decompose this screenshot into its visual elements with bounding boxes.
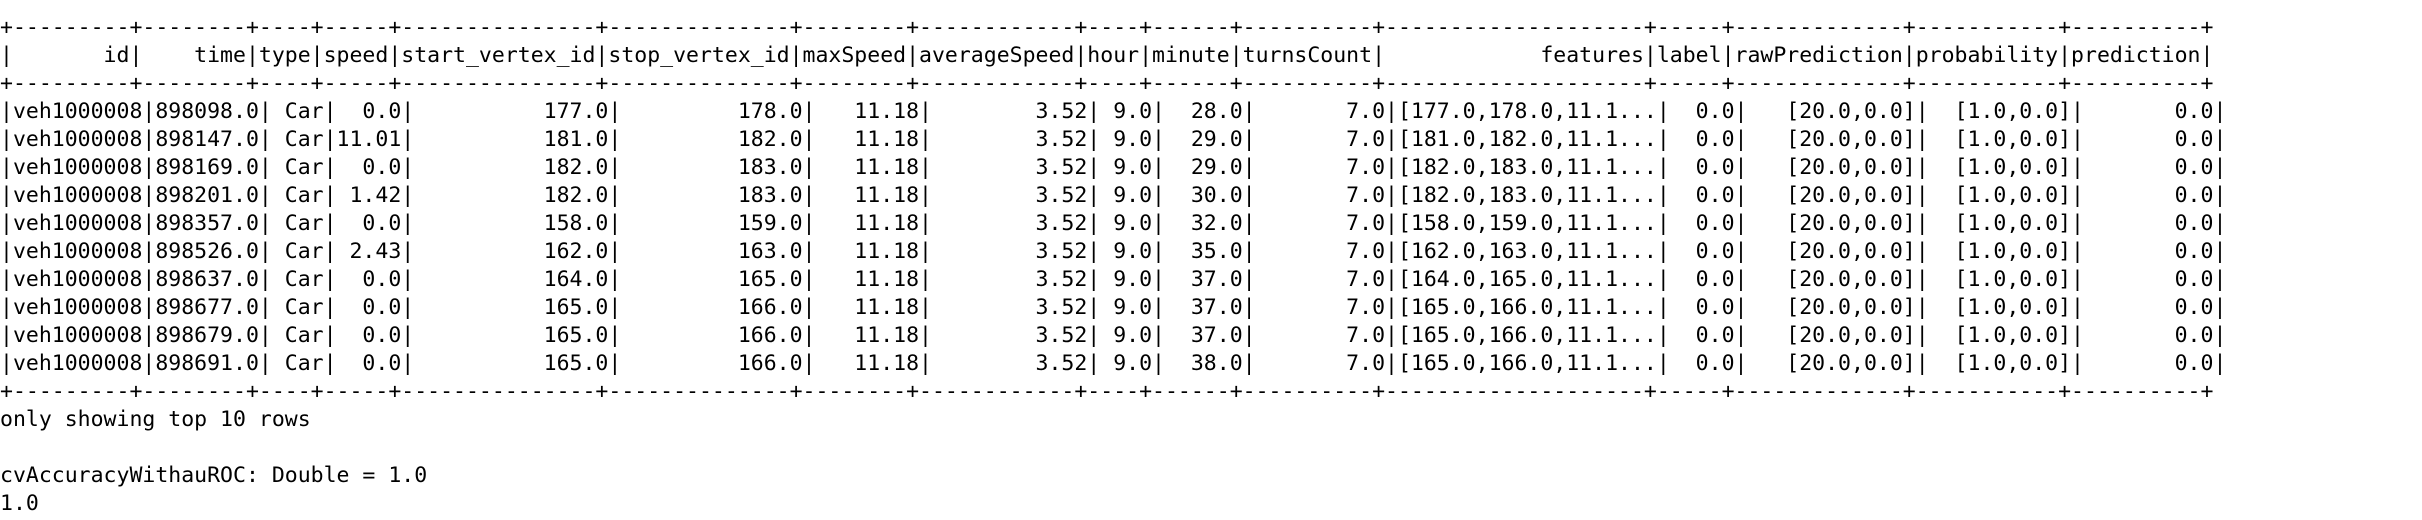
- console-output: +---------+--------+----+-----+---------…: [0, 14, 2226, 518]
- table-top-border: +---------+--------+----+-----+---------…: [0, 15, 2214, 40]
- table-bottom-border: +---------+--------+----+-----+---------…: [0, 379, 2214, 404]
- table-row: |veh1000008|898691.0| Car| 0.0| 165.0| 1…: [0, 351, 2227, 376]
- table-row: |veh1000008|898357.0| Car| 0.0| 158.0| 1…: [0, 211, 2227, 236]
- table-header-border: +---------+--------+----+-----+---------…: [0, 71, 2214, 96]
- table-row: |veh1000008|898637.0| Car| 0.0| 164.0| 1…: [0, 267, 2227, 292]
- table-row: |veh1000008|898679.0| Car| 0.0| 165.0| 1…: [0, 323, 2227, 348]
- table-row: |veh1000008|898098.0| Car| 0.0| 177.0| 1…: [0, 99, 2227, 124]
- blank-line: [0, 434, 2226, 462]
- table-row: |veh1000008|898147.0| Car|11.01| 181.0| …: [0, 127, 2227, 152]
- table-row: |veh1000008|898201.0| Car| 1.42| 182.0| …: [0, 183, 2227, 208]
- table-row: |veh1000008|898169.0| Car| 0.0| 182.0| 1…: [0, 155, 2227, 180]
- table-row: |veh1000008|898677.0| Car| 0.0| 165.0| 1…: [0, 295, 2227, 320]
- table-row: |veh1000008|898526.0| Car| 2.43| 162.0| …: [0, 239, 2227, 264]
- accuracy-result: 1.0: [0, 491, 39, 516]
- rows-note: only showing top 10 rows: [0, 407, 311, 432]
- table-header-row: | id| time|type|speed|start_vertex_id|st…: [0, 43, 2214, 68]
- accuracy-declaration: cvAccuracyWithauROC: Double = 1.0: [0, 463, 428, 488]
